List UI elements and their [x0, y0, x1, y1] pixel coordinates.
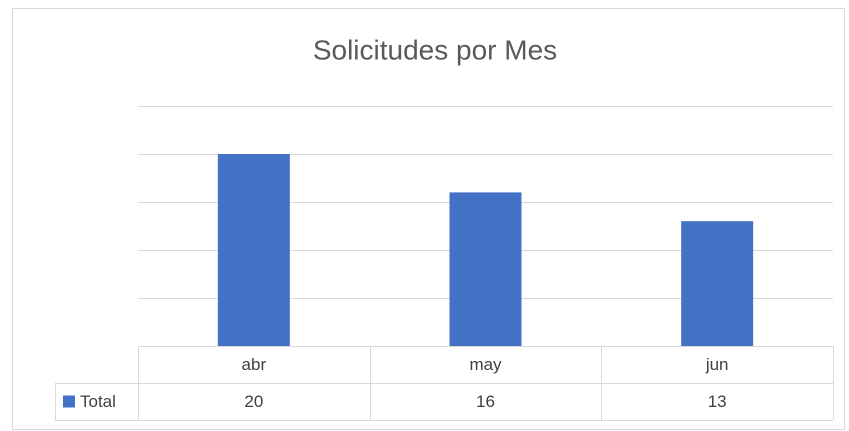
- chart-title: Solicitudes por Mes: [313, 34, 557, 65]
- legend-label: Total: [80, 392, 116, 411]
- chart-area: [12, 8, 845, 430]
- bar: [449, 192, 522, 346]
- x-tick-label: jun: [705, 355, 729, 374]
- table-value: 13: [708, 392, 727, 411]
- x-tick-label: may: [469, 355, 502, 374]
- bar: [681, 221, 754, 346]
- bar: [217, 154, 290, 346]
- legend-swatch: [63, 395, 75, 408]
- table-value: 16: [476, 392, 495, 411]
- x-tick-label: abr: [242, 355, 267, 374]
- table-value: 20: [244, 392, 263, 411]
